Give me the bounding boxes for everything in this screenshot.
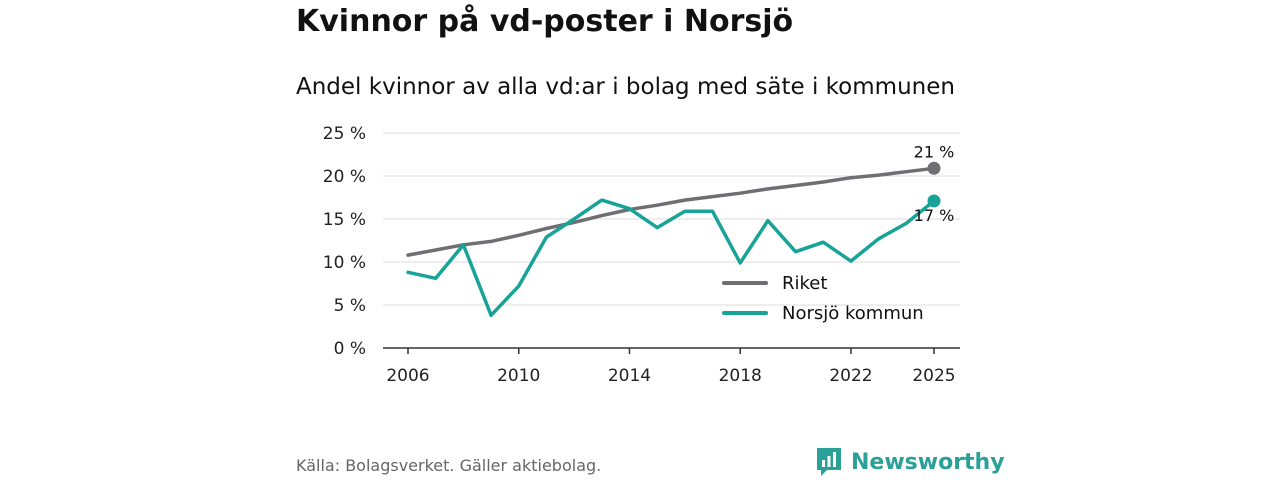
y-tick-label: 0 %	[334, 339, 366, 359]
chart-title: Kvinnor på vd-poster i Norsjö	[296, 4, 794, 39]
x-tick-label: 2025	[912, 366, 955, 386]
y-tick-label: 5 %	[334, 296, 366, 316]
legend-label: Norsjö kommun	[782, 303, 924, 324]
series-line-riket	[406, 166, 936, 257]
x-tick-label: 2006	[386, 366, 429, 386]
newsworthy-chart-bubble-icon	[817, 448, 841, 476]
chart-subtitle: Andel kvinnor av alla vd:ar i bolag med …	[296, 74, 955, 100]
x-tick-label: 2022	[829, 366, 872, 386]
series-line-norsjo	[406, 198, 936, 318]
end-point-marker	[927, 194, 941, 208]
y-tick-label: 20 %	[323, 167, 366, 187]
brand-name: Newsworthy	[851, 449, 1005, 475]
brand-logo[interactable]: Newsworthy	[815, 446, 1005, 478]
x-tick-label: 2018	[719, 366, 762, 386]
x-tick-label: 2014	[608, 366, 651, 386]
source-note: Källa: Bolagsverket. Gäller aktiebolag.	[296, 456, 602, 475]
y-tick-label: 10 %	[323, 253, 366, 273]
x-tick-label: 2010	[497, 366, 540, 386]
end-value-label: 17 %	[914, 206, 955, 225]
y-tick-label: 15 %	[323, 210, 366, 230]
legend-label: Riket	[782, 273, 827, 294]
end-value-label: 21 %	[914, 142, 955, 161]
end-point-marker	[927, 161, 941, 175]
y-tick-label: 25 %	[323, 124, 366, 144]
